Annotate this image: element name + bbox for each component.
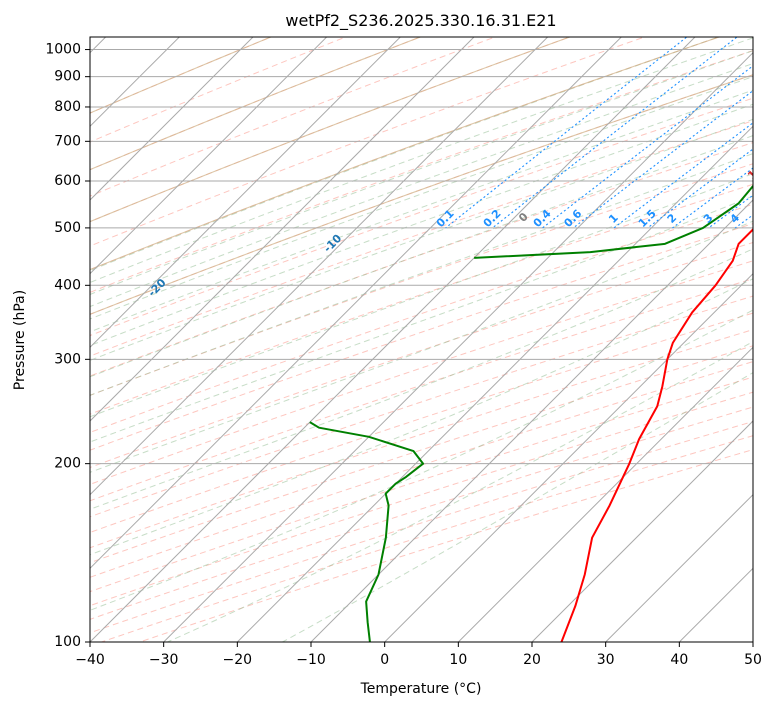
isotherm-line: [90, 37, 549, 496]
isotherms: [90, 37, 753, 642]
profile-lines: [309, 184, 753, 642]
reference-curve-line: [90, 37, 721, 271]
moist-adiabat-line: [166, 341, 753, 642]
isobar-grid: [90, 49, 753, 642]
moist-adiabat-line: [90, 195, 753, 443]
dry-adiabat-line: [100, 435, 753, 642]
moist-adiabat-line: [90, 103, 753, 347]
y-tick-label: 800: [54, 99, 81, 115]
plot-frame: [89, 36, 754, 643]
y-tick-label: 200: [54, 456, 81, 472]
x-tick-label: −10: [296, 652, 326, 668]
plot-area: -100-90-80-70-60-50-40-30-20-100.10.20.4…: [90, 37, 765, 642]
temperature-line: [560, 228, 753, 642]
dry-adiabat-line: [90, 223, 753, 451]
x-tick-label: 40: [670, 652, 688, 668]
dry-adiabat-line: [90, 241, 753, 469]
x-tick-label: −30: [149, 652, 179, 668]
y-axis-title: Pressure (hPa): [12, 290, 28, 390]
chart-title: wetPf2_S236.2025.330.16.31.E21: [285, 11, 556, 31]
isotherm-line: [90, 37, 696, 642]
y-tick-label: 400: [54, 277, 81, 293]
isotherm-line: [531, 420, 753, 642]
x-tick-label: −40: [75, 652, 105, 668]
x-tick-label: −20: [223, 652, 253, 668]
moist-adiabat-line: [90, 278, 753, 556]
mixing-ratio-lines: [445, 37, 753, 229]
y-tick-label: 300: [54, 351, 81, 367]
y-tick-label: 100: [54, 634, 81, 650]
isotherm-line: [236, 125, 753, 642]
y-tick-label: 500: [54, 220, 81, 236]
dry-adiabat-line: [90, 361, 753, 578]
isotherm-line: [90, 37, 328, 275]
dry-adiabat-line: [90, 183, 753, 415]
dry-adiabat-line: [90, 406, 753, 620]
isotherm-line: [383, 272, 753, 642]
mixing-ratio-line: [613, 122, 753, 229]
dewpoint-line: [474, 184, 753, 259]
reference-curve-line: [90, 74, 753, 315]
dry-adiabat-line: [90, 345, 753, 564]
y-axis: 1000 900 800 700 600 500 400 300 200 100: [45, 42, 90, 650]
dry-adiabat-line: [90, 260, 753, 485]
dry-adiabat-line: [90, 203, 753, 433]
mixing-ratio-line: [572, 90, 753, 229]
moist-adiabat-line: [90, 135, 753, 378]
moist-adiabat-line: [90, 50, 753, 295]
y-tick-label: 900: [54, 69, 81, 85]
dry-adiabat-line: [90, 278, 753, 502]
moist-adiabat-line: [90, 220, 753, 473]
moist-adiabats: [90, 37, 753, 642]
dry-adiabat-line: [90, 37, 646, 247]
dry-adiabat-line: [90, 50, 753, 293]
y-tick-label: 700: [54, 133, 81, 149]
reference-curve-line: [90, 37, 422, 171]
dewpoint-line: [309, 421, 425, 642]
x-axis-title: Temperature (°C): [360, 681, 482, 697]
dry-adiabat-line: [90, 37, 347, 143]
dry-adiabat-line: [90, 420, 753, 634]
y-tick-label: 600: [54, 173, 81, 189]
moist-adiabat-label: 10: [745, 162, 765, 182]
x-axis: −40 −30 −20 −10 0 10 20 30 40 50: [75, 642, 762, 668]
isotherm-line: [310, 199, 753, 642]
x-tick-label: 30: [597, 652, 615, 668]
x-tick-label: 0: [380, 652, 389, 668]
moist-adiabat-line: [90, 248, 753, 510]
x-tick-label: 50: [744, 652, 762, 668]
dry-adiabat-line: [90, 37, 497, 197]
isotherm-line: [90, 37, 254, 201]
x-tick-label: 20: [523, 652, 541, 668]
reference-curve-line: [90, 37, 572, 223]
isotherm-line: [162, 51, 753, 642]
isotherm-line: [457, 346, 753, 642]
isotherm-line: [604, 493, 753, 642]
moist-adiabat-line: [90, 37, 753, 284]
isotherm-line: [90, 37, 475, 422]
x-tick-label: 10: [449, 652, 467, 668]
moist-adiabat-line: [90, 118, 753, 361]
mixing-ratio-line: [445, 37, 688, 229]
tan-curves: [90, 37, 753, 315]
isotherm-line: [90, 37, 623, 570]
y-tick-label: 1000: [45, 42, 81, 58]
